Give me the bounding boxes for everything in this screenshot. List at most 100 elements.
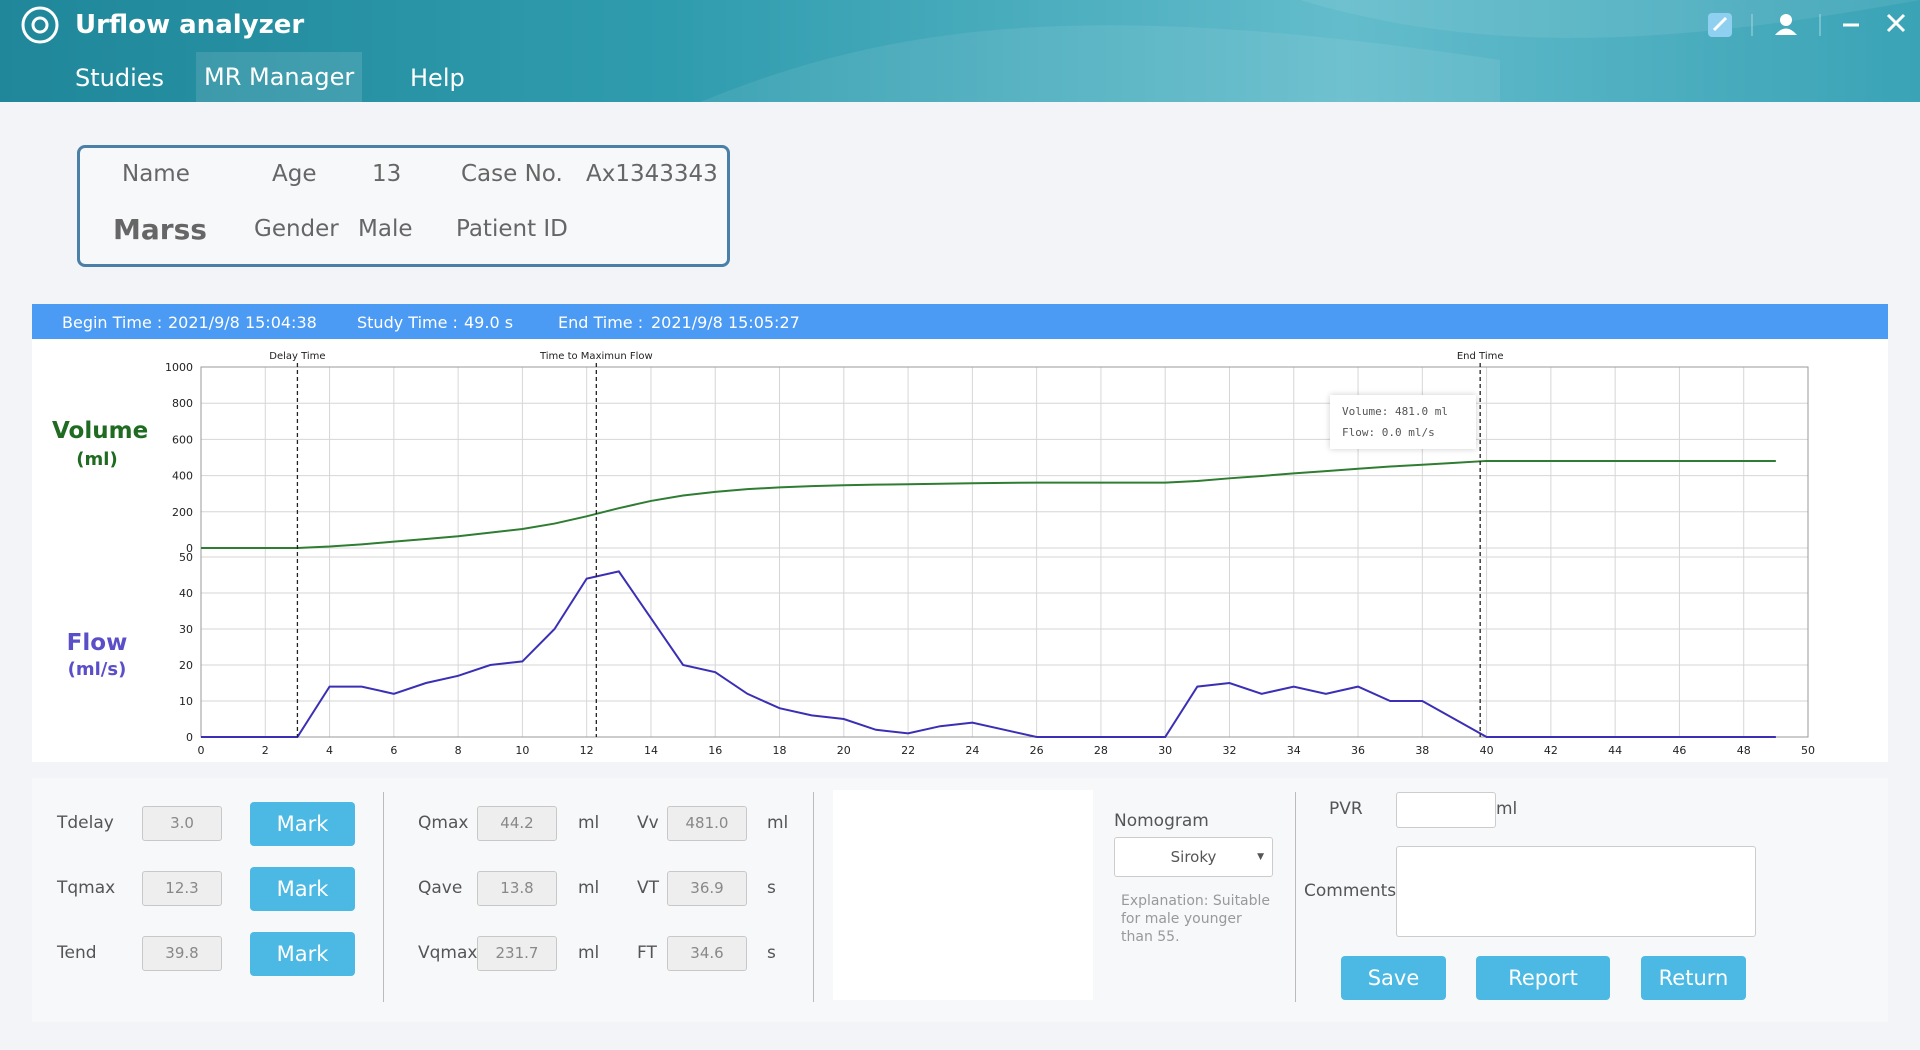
label: VT [637, 878, 660, 898]
return-button[interactable]: Return [1641, 956, 1746, 1000]
value-field: 12.3 [142, 871, 222, 906]
label: Begin Time : [62, 313, 163, 332]
label: Case No. [461, 161, 563, 187]
study-bar [32, 304, 1888, 339]
divider [1295, 792, 1296, 1002]
y-tick-label: 30 [179, 623, 193, 636]
value-field: 36.9 [667, 871, 747, 906]
dropdown-arrow: ▼ [1257, 852, 1264, 862]
flow-line [201, 570, 1776, 738]
mark-button[interactable]: Mark [250, 932, 355, 976]
tooltip-line: Flow: 0.0 ml/s [1342, 426, 1435, 439]
title-bar: Urflow analyzer Studies MR Manager Help [0, 0, 1920, 102]
x-tick-label: 0 [198, 744, 205, 757]
unit: ml [1496, 799, 1518, 819]
plot-frame [200, 366, 1809, 738]
marker-label: End Time [1457, 351, 1504, 362]
unit: ml [578, 813, 600, 833]
divider [813, 792, 814, 1002]
value-field: 44.2 [477, 806, 557, 841]
label: Name [122, 161, 190, 187]
nomogram-label: Nomogram [1114, 811, 1209, 831]
label: Comments [1304, 881, 1397, 901]
value: 2021/9/8 15:05:27 [651, 313, 800, 332]
explanation: Explanation: Suitable for male younger t… [1121, 893, 1271, 945]
x-tick-label: 24 [965, 744, 979, 757]
mark-button[interactable]: Mark [250, 802, 355, 846]
value: 49.0 s [464, 313, 514, 332]
x-tick-label: 14 [644, 744, 658, 757]
y-tick-label: 20 [179, 659, 193, 672]
y-tick-label: 40 [179, 587, 193, 600]
mark-button[interactable]: Mark [250, 867, 355, 911]
y-tick-label: 600 [172, 433, 193, 446]
patient-name: Marss [113, 213, 207, 246]
label: Tend [57, 943, 97, 963]
value-field: 231.7 [477, 936, 557, 971]
app-title: Urflow analyzer [75, 10, 305, 40]
unit: ml [578, 943, 600, 963]
y-tick-label: 0 [186, 542, 193, 555]
save-button[interactable]: Save [1341, 956, 1446, 1000]
divider [383, 792, 384, 1002]
value-field: 39.8 [142, 936, 222, 971]
marker-label: Delay Time [269, 351, 325, 362]
pvr-input[interactable] [1396, 792, 1496, 828]
value-field: 13.8 [477, 871, 557, 906]
value: 2021/9/8 15:04:38 [168, 313, 317, 332]
value-field: 3.0 [142, 806, 222, 841]
value-field: 481.0 [667, 806, 747, 841]
label: Vv [637, 813, 659, 833]
x-tick-label: 34 [1287, 744, 1301, 757]
x-tick-label: 38 [1415, 744, 1429, 757]
volume-label: Volume [52, 418, 149, 444]
x-tick-label: 10 [515, 744, 529, 757]
value: Male [358, 216, 413, 242]
y-tick-label: 1000 [165, 361, 193, 374]
comments-input[interactable] [1396, 846, 1756, 937]
x-tick-label: 8 [455, 744, 462, 757]
value: 13 [372, 161, 402, 187]
y-tick-label: 10 [179, 695, 193, 708]
nomogram-select[interactable]: Siroky ▼ [1114, 837, 1273, 877]
label: Gender [254, 216, 339, 242]
patient-card [77, 145, 730, 267]
x-tick-label: 6 [390, 744, 397, 757]
x-tick-label: 26 [1030, 744, 1044, 757]
label: PVR [1329, 799, 1363, 819]
report-button[interactable]: Report [1476, 956, 1610, 1000]
unit: ml [578, 878, 600, 898]
x-tick-label: 48 [1737, 744, 1751, 757]
graph-panel [32, 339, 1888, 762]
y-tick-label: 800 [172, 397, 193, 410]
flow-label: Flow [66, 630, 128, 656]
x-tick-label: 50 [1801, 744, 1815, 757]
menu-item[interactable]: Help [410, 64, 465, 92]
x-tick-label: 22 [901, 744, 915, 757]
x-tick-label: 28 [1094, 744, 1108, 757]
label: Qmax [418, 813, 469, 833]
value: Ax1343343 [586, 161, 718, 187]
x-tick-label: 18 [773, 744, 787, 757]
label: Age [272, 161, 317, 187]
x-tick-label: 42 [1544, 744, 1558, 757]
label: Tdelay [57, 813, 114, 833]
marker-label: Time to Maximun Flow [539, 351, 653, 362]
label: Tqmax [57, 878, 116, 898]
volume-line [201, 459, 1776, 549]
unit: s [767, 943, 776, 963]
x-tick-label: 44 [1608, 744, 1622, 757]
y-tick-label: 200 [172, 506, 193, 519]
x-tick-label: 4 [326, 744, 333, 757]
unit: ml [767, 813, 789, 833]
x-tick-label: 2 [262, 744, 269, 757]
x-tick-label: 32 [1222, 744, 1236, 757]
x-tick-label: 36 [1351, 744, 1365, 757]
menu-item[interactable]: MR Manager [196, 52, 363, 102]
y-tick-label: 400 [172, 470, 193, 483]
menu-item[interactable]: Studies [75, 64, 165, 92]
x-tick-label: 20 [837, 744, 851, 757]
label: Patient ID [456, 216, 568, 242]
header-decor [21, 0, 1920, 102]
